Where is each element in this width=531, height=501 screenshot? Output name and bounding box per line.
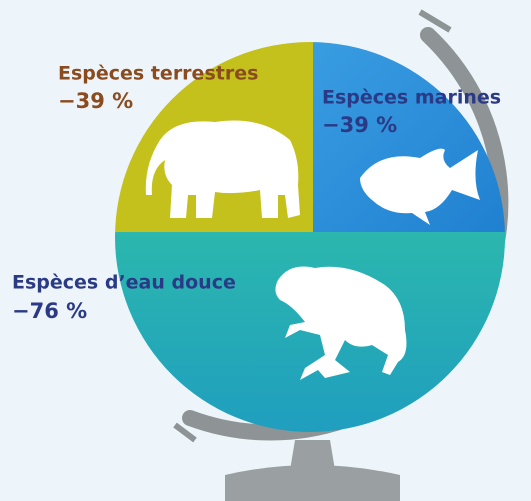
segment-value: −39 % — [322, 113, 397, 137]
fish-icon — [360, 148, 480, 225]
stand-knobs — [173, 9, 452, 443]
frog-icon — [275, 266, 407, 380]
globe-base — [225, 440, 400, 501]
segment-value: −76 % — [12, 299, 87, 323]
segment-label: Espèces terrestres — [58, 63, 258, 85]
elephant-icon — [145, 120, 300, 218]
segment-label: Espèces d’eau douce — [12, 272, 236, 294]
segment-value: −39 % — [58, 89, 133, 113]
segment-label: Espèces marines — [322, 87, 501, 109]
